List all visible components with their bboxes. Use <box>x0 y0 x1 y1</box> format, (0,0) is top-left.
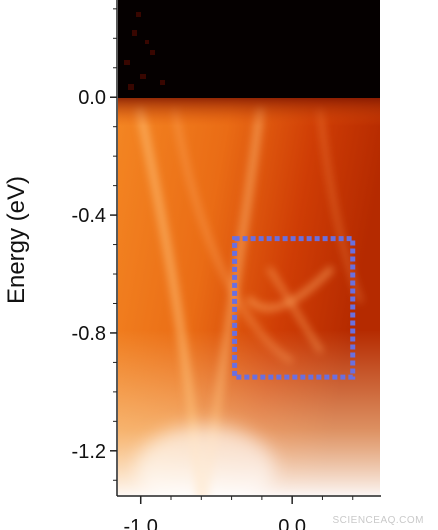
fermi-edge <box>118 96 380 126</box>
y-tick-label-0: 0.0 <box>78 87 106 109</box>
intensity-map <box>118 0 380 495</box>
bright-spot <box>135 425 275 495</box>
y-ticks: 0.0 -0.4 -0.8 -1.2 <box>72 87 117 463</box>
y-tick-label-2: -0.8 <box>72 323 106 345</box>
axes <box>116 0 381 497</box>
y-axis-title: Energy (eV) <box>3 176 30 304</box>
y-tick-label-1: -0.4 <box>72 205 106 227</box>
y-minor-ticks <box>113 8 117 481</box>
watermark: SCIENCEAQ.COM <box>332 515 424 526</box>
noise-speckle <box>124 12 165 90</box>
x-tick-label-1: 0.0 <box>278 516 306 530</box>
y-tick-label-3: -1.2 <box>72 441 106 463</box>
x-ticks: -1.0 0.0 <box>123 496 306 530</box>
unoccupied-region <box>118 0 380 98</box>
highlight-box <box>232 236 356 380</box>
x-tick-label-0: -1.0 <box>123 516 157 530</box>
